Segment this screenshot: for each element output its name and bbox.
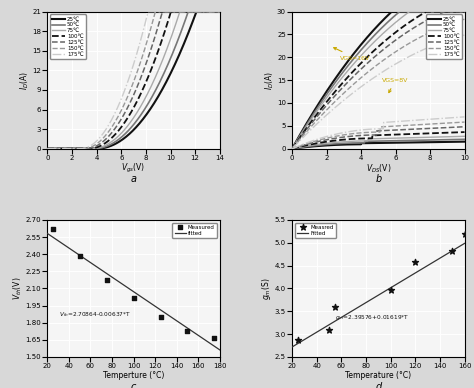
Measured bbox=[103, 277, 110, 284]
Y-axis label: $V_{th}$(V): $V_{th}$(V) bbox=[11, 277, 24, 300]
X-axis label: Temperture (°C): Temperture (°C) bbox=[103, 371, 164, 379]
fitted bbox=[169, 315, 174, 320]
Measred bbox=[461, 230, 468, 237]
Line: Fitted: Fitted bbox=[292, 243, 465, 347]
Measured bbox=[130, 294, 137, 301]
Y-axis label: $I_D$(A): $I_D$(A) bbox=[18, 71, 31, 90]
Measured bbox=[183, 327, 191, 334]
fitted bbox=[113, 277, 118, 282]
Legend: Measred, Fitted: Measred, Fitted bbox=[295, 223, 336, 238]
Measred bbox=[387, 287, 394, 293]
Measred bbox=[325, 327, 333, 334]
Text: VGS=8V: VGS=8V bbox=[382, 78, 408, 93]
Text: $V_{th}$=2.70864-0.00637*T: $V_{th}$=2.70864-0.00637*T bbox=[59, 310, 131, 319]
Y-axis label: $I_D$(A): $I_D$(A) bbox=[263, 71, 275, 90]
Measured bbox=[76, 253, 83, 260]
fitted bbox=[153, 304, 159, 309]
Measred bbox=[448, 248, 456, 254]
X-axis label: Temperature (°C): Temperature (°C) bbox=[345, 371, 411, 379]
Line: fitted: fitted bbox=[47, 234, 220, 350]
Fitted bbox=[346, 311, 351, 315]
fitted bbox=[65, 245, 71, 250]
Measred bbox=[331, 304, 339, 310]
Text: $g_m$=2.39576+0.01619*T: $g_m$=2.39576+0.01619*T bbox=[335, 313, 410, 322]
Legend: Measured, fitted: Measured, fitted bbox=[173, 223, 217, 238]
Fitted bbox=[414, 270, 419, 275]
Legend: 25℃, 50℃, 75℃, 100℃, 125℃, 150℃, 175℃: 25℃, 50℃, 75℃, 100℃, 125℃, 150℃, 175℃ bbox=[426, 14, 462, 59]
X-axis label: $V_{DS}$(V): $V_{DS}$(V) bbox=[365, 162, 391, 175]
fitted bbox=[45, 231, 50, 236]
fitted bbox=[170, 316, 175, 320]
Fitted bbox=[462, 241, 467, 246]
Fitted bbox=[310, 332, 316, 337]
X-axis label: $V_{gs}$(V): $V_{gs}$(V) bbox=[121, 162, 146, 175]
Measured bbox=[157, 314, 164, 320]
Text: a: a bbox=[130, 173, 137, 184]
Measred bbox=[294, 336, 302, 343]
Text: VGS=16V: VGS=16V bbox=[334, 48, 371, 61]
Measred bbox=[411, 259, 419, 265]
Fitted bbox=[398, 279, 403, 284]
Legend: 25℃, 50℃, 75℃, 100℃, 125℃, 150℃, 175℃: 25℃, 50℃, 75℃, 100℃, 125℃, 150℃, 175℃ bbox=[50, 14, 86, 59]
Text: c: c bbox=[131, 382, 136, 388]
Y-axis label: $g_m$(S): $g_m$(S) bbox=[260, 277, 273, 300]
Text: d: d bbox=[375, 382, 382, 388]
fitted bbox=[217, 348, 223, 352]
Text: b: b bbox=[375, 173, 382, 184]
fitted bbox=[100, 269, 106, 274]
Measured bbox=[49, 226, 56, 232]
Fitted bbox=[415, 269, 420, 274]
Fitted bbox=[289, 345, 295, 349]
Measured bbox=[210, 334, 218, 341]
Fitted bbox=[357, 303, 363, 308]
